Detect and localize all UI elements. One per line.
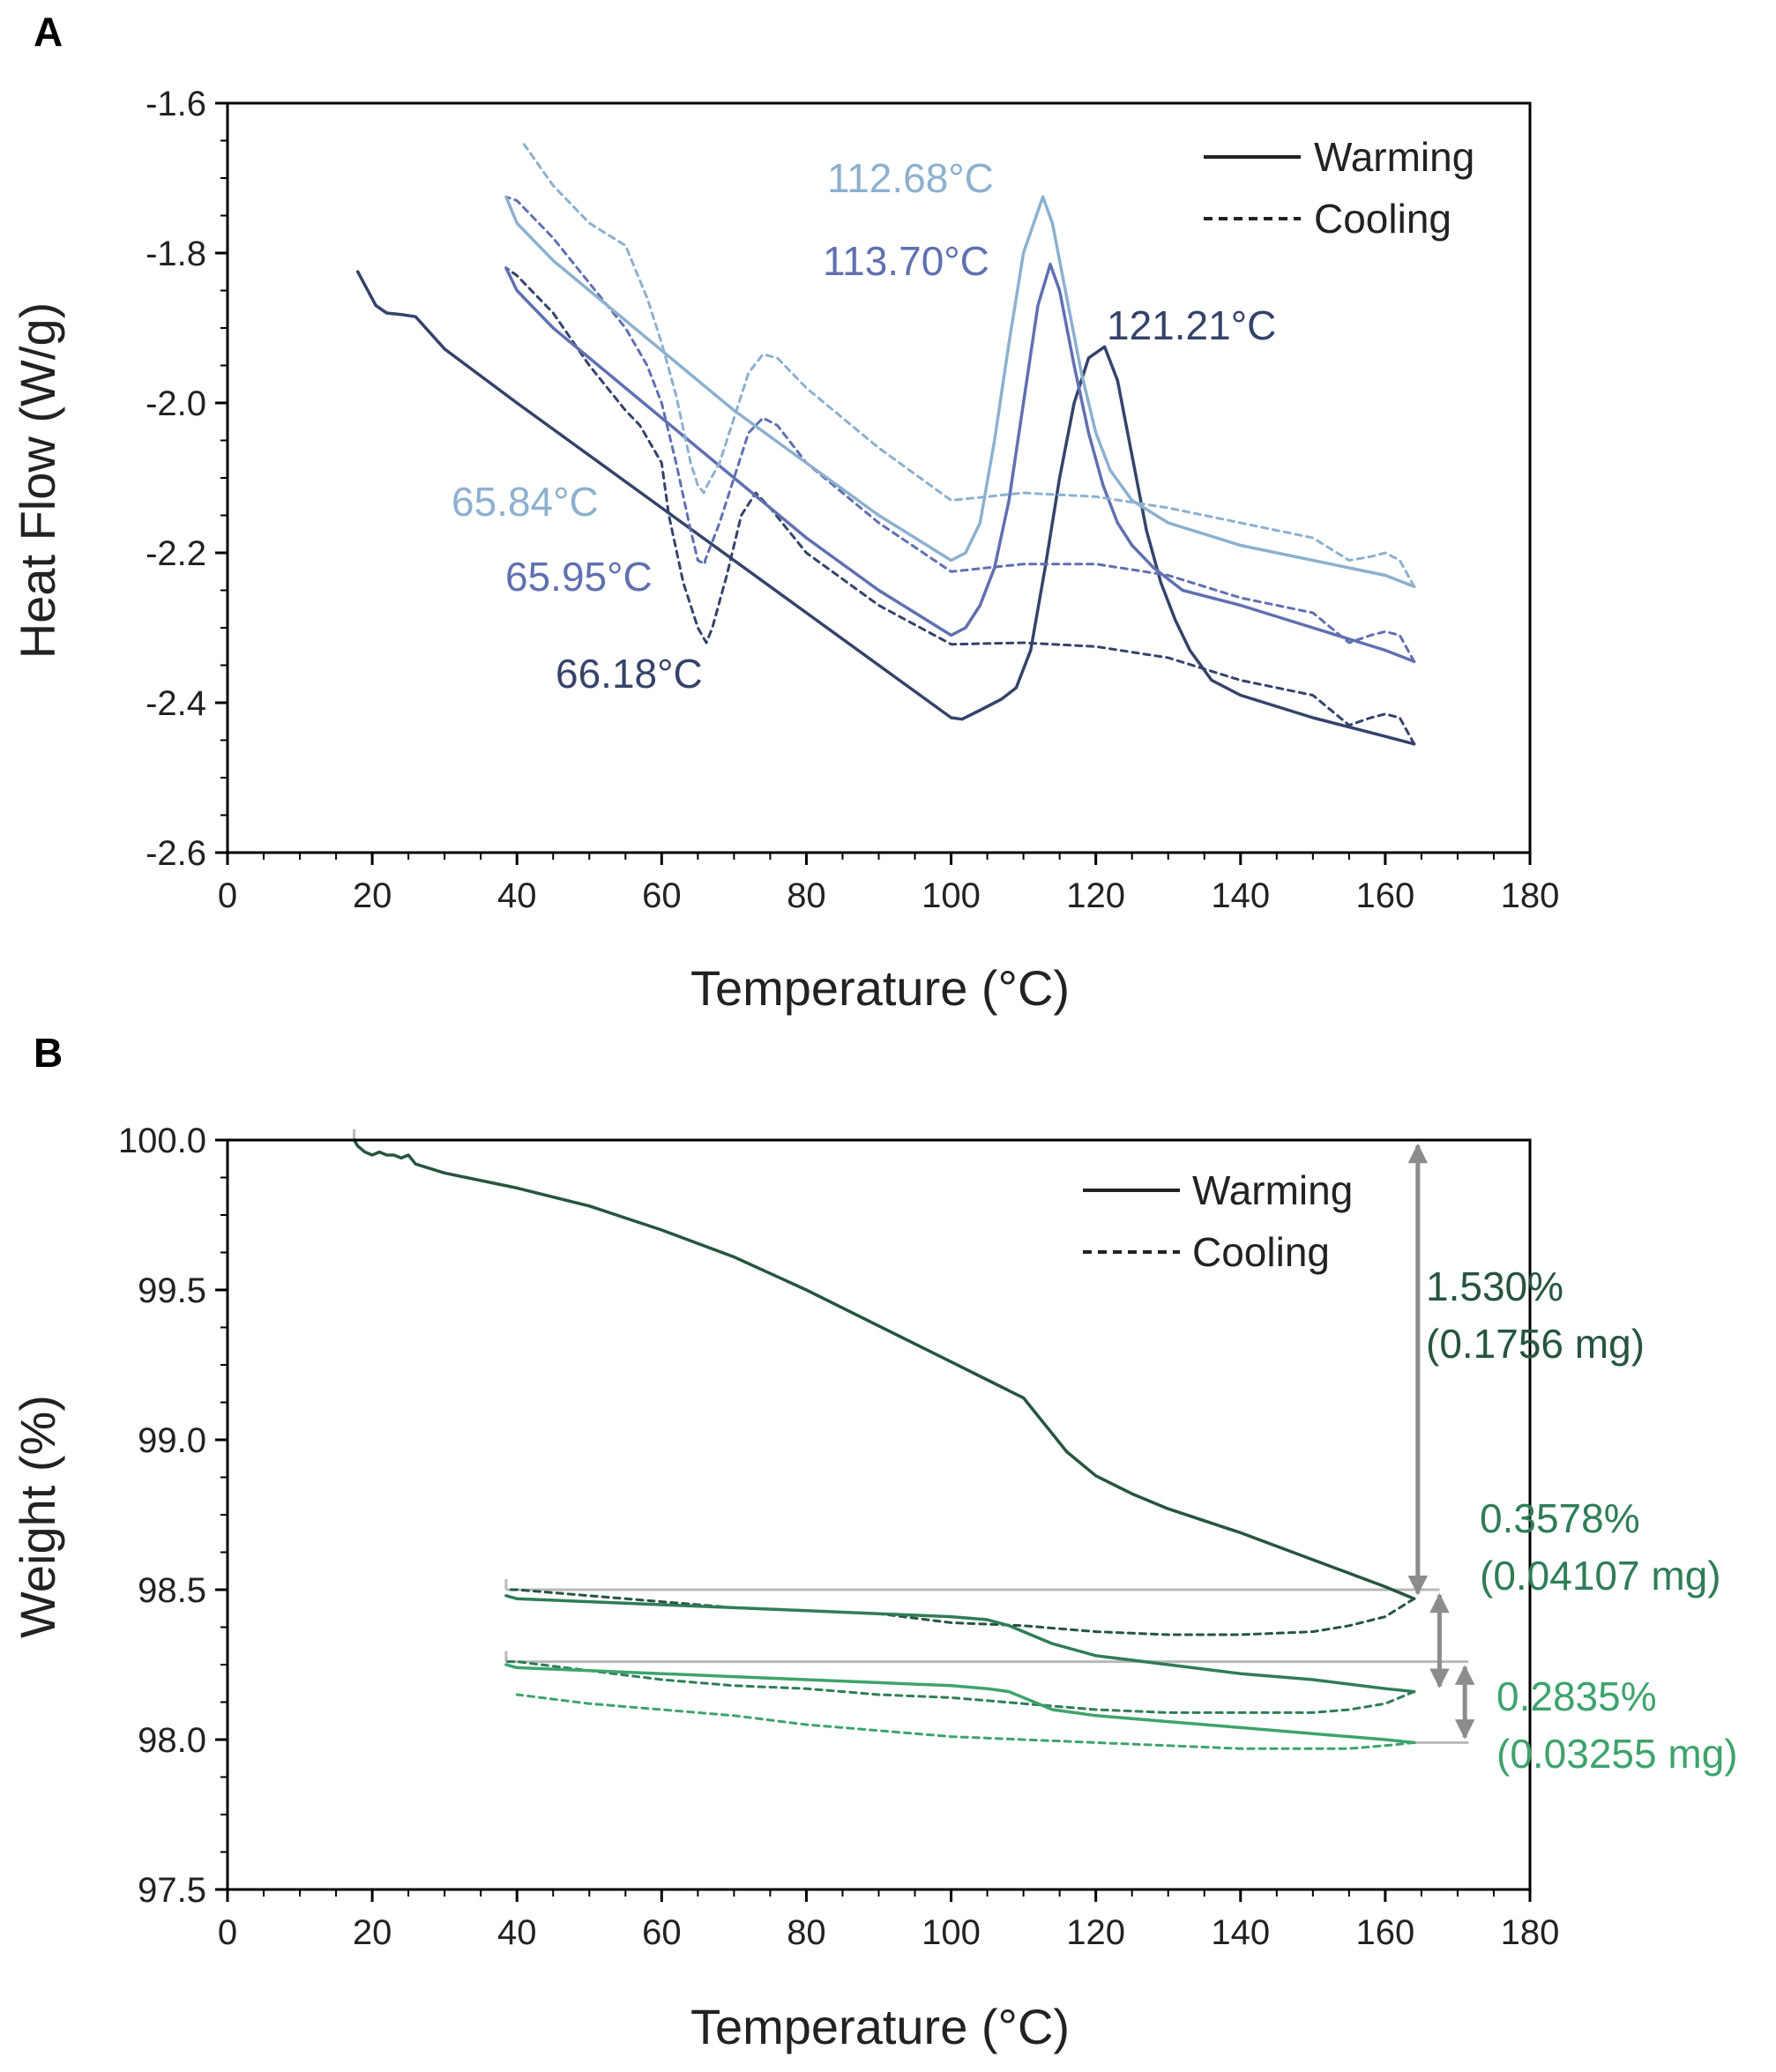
x-tick-label-a: 20 <box>353 876 392 915</box>
x-tick-label-b: 100 <box>922 1913 981 1952</box>
x-tick-label-a: 140 <box>1211 876 1270 915</box>
legend-a: Warming Cooling <box>1204 134 1474 242</box>
series-line-a <box>504 262 1416 664</box>
mass-loss-percent-2: 0.3578% <box>1480 1495 1640 1541</box>
y-tick-label-b: 100.0 <box>118 1122 206 1160</box>
legend-b: Warming Cooling <box>1083 1167 1353 1275</box>
panel-a: A Heat Flow (W/g) Temperature (°C) 0 20 40… <box>10 9 1559 1016</box>
y-tick-label-b: 99.5 <box>138 1271 206 1310</box>
peak-label-113-70: 113.70°C <box>823 238 989 284</box>
mass-loss-percent-3: 0.2835% <box>1496 1673 1657 1719</box>
legend-label-cooling-b: Cooling <box>1192 1229 1330 1275</box>
y-tick-label-b: 98.0 <box>138 1721 206 1760</box>
x-tick-label-b: 160 <box>1356 1913 1415 1952</box>
mass-loss-arrows <box>1407 1143 1475 1740</box>
panel-label-b: B <box>34 1030 63 1076</box>
y-tick-label-a: -1.8 <box>146 235 206 273</box>
x-tick-label-a: 120 <box>1066 876 1125 915</box>
peak-label-65-95: 65.95°C <box>505 554 653 600</box>
series-line-b <box>515 1693 1416 1750</box>
y-tick-label-b: 97.5 <box>138 1871 206 1910</box>
y-tick-label-a: -1.6 <box>146 85 206 123</box>
mass-loss-mg-3: (0.03255 mg) <box>1496 1731 1738 1777</box>
x-tick-label-a: 0 <box>218 876 237 915</box>
series-line-b <box>504 1594 1416 1694</box>
mass-loss-mg-2: (0.04107 mg) <box>1480 1553 1721 1599</box>
x-axis-title-b: Temperature (°C) <box>690 1999 1070 2054</box>
x-tick-label-b: 140 <box>1211 1913 1270 1952</box>
x-tick-label-b: 120 <box>1066 1913 1125 1952</box>
peak-label-66-18: 66.18°C <box>556 651 703 697</box>
plot-frame-a <box>226 101 1532 854</box>
data-lines-b <box>352 1138 1416 1750</box>
y-tick-label-a: -2.0 <box>146 384 206 423</box>
y-tick-label-b: 98.5 <box>138 1571 206 1610</box>
series-line-a <box>355 270 1416 746</box>
plot-frame-b <box>226 1138 1532 1891</box>
legend-label-cooling-a: Cooling <box>1314 196 1451 242</box>
x-tick-label-b: 0 <box>218 1913 237 1952</box>
x-axis-title-a: Temperature (°C) <box>690 960 1070 1016</box>
x-tick-label-a: 40 <box>497 876 537 915</box>
peak-label-65-84: 65.84°C <box>451 479 599 525</box>
x-tick-label-a: 100 <box>922 876 981 915</box>
series-line-b <box>352 1138 1416 1600</box>
x-tick-label-b: 80 <box>787 1913 826 1952</box>
series-line-b <box>504 1663 1416 1745</box>
peak-label-112-68: 112.68°C <box>827 155 994 201</box>
y-tick-label-a: -2.4 <box>146 684 206 723</box>
guide-lines-b <box>353 1129 1469 1744</box>
y-axis-title-a: Heat Flow (W/g) <box>10 302 65 660</box>
y-tick-label-a: -2.6 <box>146 834 206 873</box>
data-lines-a <box>355 143 1416 746</box>
x-tick-label-b: 20 <box>353 1913 392 1952</box>
series-line-a <box>504 195 1416 589</box>
mass-loss-percent-1: 1.530% <box>1426 1263 1563 1309</box>
panel-b: B Weight (%) Temperature (°C) 0 20 40 60 80 1… <box>10 1030 1738 2054</box>
series-line-b <box>504 1588 1416 1636</box>
x-tick-label-b: 40 <box>497 1913 537 1952</box>
panel-label-a: A <box>34 9 63 55</box>
x-tick-label-a: 60 <box>642 876 682 915</box>
peak-label-121-21: 121.21°C <box>1107 302 1276 348</box>
axis-ticks-b: 0 20 40 60 80 100 120 140 160 180 97.5 98.0 98.5 99.0… <box>118 1122 1559 1952</box>
legend-label-warming-a: Warming <box>1314 134 1474 180</box>
y-tick-label-b: 99.0 <box>138 1421 206 1460</box>
y-tick-label-a: -2.2 <box>146 534 206 573</box>
x-tick-label-b: 180 <box>1501 1913 1560 1952</box>
series-line-b <box>504 1660 1416 1714</box>
mass-loss-mg-1: (0.1756 mg) <box>1426 1321 1645 1367</box>
y-axis-title-b: Weight (%) <box>10 1395 65 1638</box>
x-tick-label-a: 80 <box>787 876 826 915</box>
series-line-a <box>504 195 1416 663</box>
series-line-a <box>504 266 1416 746</box>
series-line-a <box>522 143 1416 588</box>
x-tick-label-b: 60 <box>642 1913 682 1952</box>
legend-label-warming-b: Warming <box>1192 1167 1353 1213</box>
axis-ticks-a: 0 20 40 60 80 100 120 140 160 180 -2.6 -2.4 -2.2 -2.0… <box>146 85 1559 915</box>
x-tick-label-a: 180 <box>1501 876 1560 915</box>
x-tick-label-a: 160 <box>1356 876 1415 915</box>
